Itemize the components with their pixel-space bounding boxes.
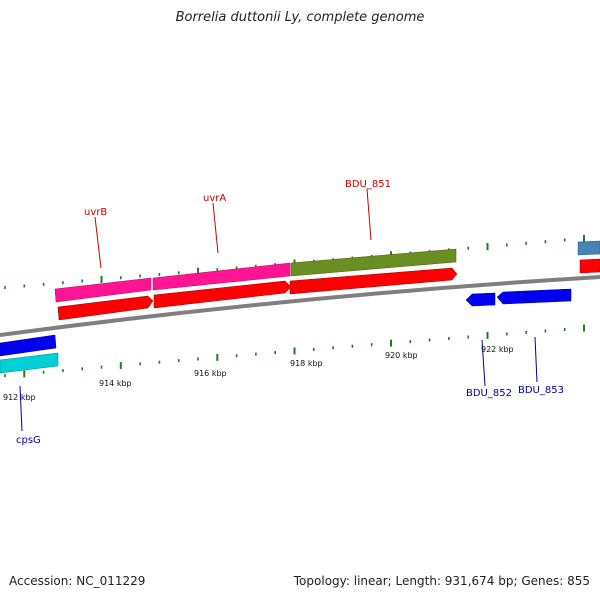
gene-BDU_852[interactable] — [465, 292, 496, 307]
leader-BDU_851 — [366, 188, 372, 241]
scale-label-914: 914 kbp — [99, 379, 132, 388]
leader-BDU_852 — [481, 339, 486, 387]
scale-label-916: 916 kbp — [194, 369, 227, 378]
gene-left-edge-blue[interactable] — [0, 334, 57, 357]
label-cpsG: cpsG — [16, 435, 41, 446]
label-BDU_852: BDU_852 — [466, 388, 512, 399]
cds-uvrA[interactable] — [153, 280, 292, 309]
label-uvrA: uvrA — [203, 193, 226, 204]
leader-uvrB — [94, 216, 102, 269]
label-uvrB: uvrB — [84, 207, 107, 218]
leader-cpsG — [19, 385, 23, 432]
scale-label-918: 918 kbp — [290, 359, 323, 368]
cds-right-edge[interactable] — [579, 258, 600, 274]
gene-right-edge-steelblue[interactable] — [577, 240, 600, 256]
label-BDU_851: BDU_851 — [345, 179, 391, 190]
genome-backbone — [0, 275, 600, 337]
scale-label-912: 912 kbp — [3, 393, 36, 402]
scale-label-922: 922 kbp — [481, 345, 514, 354]
gene-uvrA[interactable] — [152, 262, 291, 291]
scale-label-920: 920 kbp — [385, 351, 418, 360]
gene-BDU_853[interactable] — [496, 288, 572, 305]
genome-stats-text: Topology: linear; Length: 931,674 bp; Ge… — [293, 574, 590, 588]
gene-BDU_851[interactable] — [290, 248, 457, 277]
accession-text: Accession: NC_011229 — [9, 574, 146, 588]
map-title: Borrelia duttonii Ly, complete genome — [175, 10, 425, 25]
leader-BDU_853 — [534, 336, 538, 383]
cds-uvrB[interactable] — [57, 295, 154, 321]
gene-uvrB[interactable] — [54, 277, 152, 303]
lower-tick-marks — [4, 324, 585, 378]
gene-cpsG[interactable] — [0, 352, 59, 374]
cds-BDU_851[interactable] — [289, 267, 458, 295]
leader-uvrA — [212, 202, 219, 254]
label-BDU_853: BDU_853 — [518, 385, 564, 396]
